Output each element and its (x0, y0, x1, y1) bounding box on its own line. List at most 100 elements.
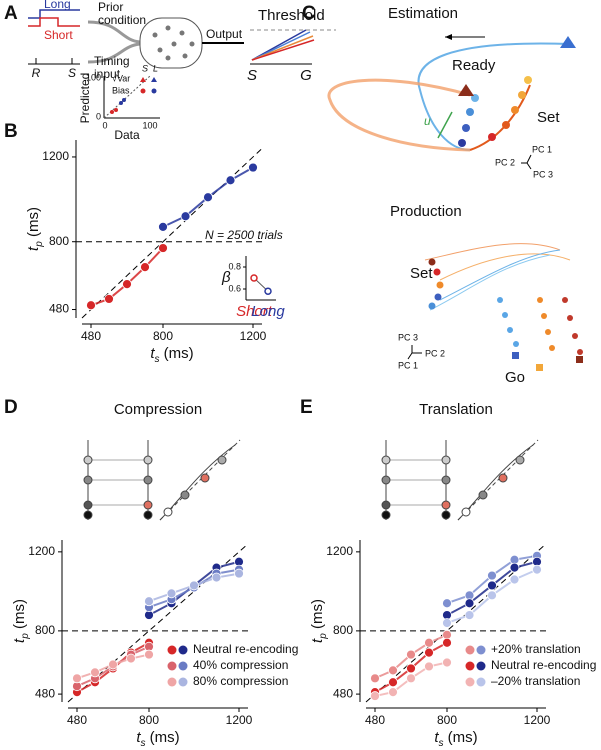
legend-var: √Var (112, 73, 130, 83)
y-tick-label: 0.8 (228, 261, 241, 271)
pc-label: PC 1 (532, 144, 552, 154)
annotation: N = 2500 trials (205, 228, 283, 242)
legend-swatch (465, 661, 475, 671)
set-label: Set (410, 265, 433, 282)
data-point (189, 580, 199, 591)
axis-label-unit: (ms) (146, 729, 180, 746)
panel-label: D (4, 397, 18, 418)
y-label: β (221, 269, 231, 286)
x-tick-label: 800 (153, 329, 173, 343)
panel-label: C (302, 3, 316, 24)
data-point (442, 618, 452, 628)
legend-label: 80% compression (193, 674, 288, 688)
legend-swatch (476, 677, 486, 687)
data-point (487, 570, 497, 581)
axis-label-t: t (136, 729, 141, 746)
axis-label: ts (ms) (136, 729, 179, 749)
axis-label-unit: (ms) (11, 599, 28, 633)
beta-point (250, 274, 258, 282)
x-tick-label: 1200 (524, 713, 551, 727)
tick-label: 0 (102, 120, 107, 130)
y-tick-label: 480 (49, 302, 69, 316)
axis-label-t: t (309, 638, 326, 643)
y-tick-label: 800 (35, 623, 55, 637)
category-label: Short (236, 303, 273, 320)
data-point (464, 610, 475, 620)
data-point (388, 665, 398, 676)
data-point (487, 580, 497, 591)
u-label: u (424, 114, 431, 128)
data-point (211, 572, 222, 583)
legend-l: L (153, 63, 158, 73)
axis-label-t: t (434, 729, 439, 746)
data-point (442, 637, 452, 648)
tick-label: 100 (142, 120, 157, 130)
input-lines (87, 20, 141, 64)
x-label: Data (114, 128, 140, 142)
x-tick-label: 480 (365, 713, 385, 727)
data-point (509, 574, 520, 585)
legend-label: Neutral re-encoding (193, 642, 298, 656)
axis-label: R (32, 66, 41, 80)
y-tick-label: 0.6 (228, 283, 241, 293)
tick-label: 0 (96, 111, 101, 121)
data-point (158, 243, 168, 253)
x-tick-label: 480 (67, 713, 87, 727)
legend-label: Neutral re-encoding (491, 658, 596, 672)
panel-label: E (300, 397, 313, 418)
legend-swatch (167, 645, 177, 655)
axis-label: G (300, 67, 312, 84)
pc-label: PC 3 (398, 332, 418, 342)
set-label: Set (537, 109, 560, 126)
fit-line (90, 247, 164, 307)
x-tick-label: 1200 (240, 329, 267, 343)
pc-label: PC 2 (495, 157, 515, 167)
legend-swatch (167, 677, 177, 687)
data-point (370, 691, 380, 701)
x-tick-label: 480 (81, 329, 101, 343)
data-point (464, 598, 475, 609)
data-point (158, 221, 168, 232)
legend-long: Long (44, 0, 71, 11)
axis-label-sub: p (34, 241, 45, 248)
axis-label: ts (ms) (434, 729, 477, 749)
legend-swatch (465, 645, 475, 655)
u-vector (437, 111, 453, 139)
data-point (140, 262, 150, 273)
data-point (144, 649, 154, 660)
data-point (424, 661, 434, 672)
y-tick-label: 480 (35, 686, 55, 700)
legend-swatch (178, 645, 188, 655)
axis-label: S (68, 66, 76, 80)
prior-label: condition (98, 13, 146, 27)
axis-label-t: t (11, 638, 28, 643)
x-tick-label: 800 (437, 713, 457, 727)
neurons (152, 25, 195, 61)
data-point (180, 211, 191, 222)
y-tick-label: 1200 (326, 544, 353, 558)
y-tick-label: 1200 (28, 544, 55, 558)
tick-label: 100 (86, 72, 101, 82)
data-point (406, 663, 416, 674)
legend-swatch (476, 645, 486, 655)
production-points (428, 258, 583, 371)
data-point (225, 175, 236, 186)
unity-line (81, 148, 263, 319)
trajectory (417, 42, 571, 151)
ramp-fan (251, 29, 315, 61)
beta-point (264, 287, 272, 295)
data-point (424, 647, 434, 658)
prior-label: Prior (98, 0, 123, 14)
legend-swatch (465, 677, 475, 687)
data-point (104, 294, 114, 304)
legend-swatch (167, 661, 177, 671)
legend-s: S (142, 63, 148, 73)
axis-label-unit: (ms) (25, 207, 42, 241)
data-point (487, 590, 497, 601)
axis-label-t: t (25, 246, 42, 251)
timing-label: Timing (94, 54, 130, 68)
state-points (458, 36, 576, 147)
axis-label: S (247, 67, 257, 84)
axis-label-t: t (150, 345, 155, 362)
